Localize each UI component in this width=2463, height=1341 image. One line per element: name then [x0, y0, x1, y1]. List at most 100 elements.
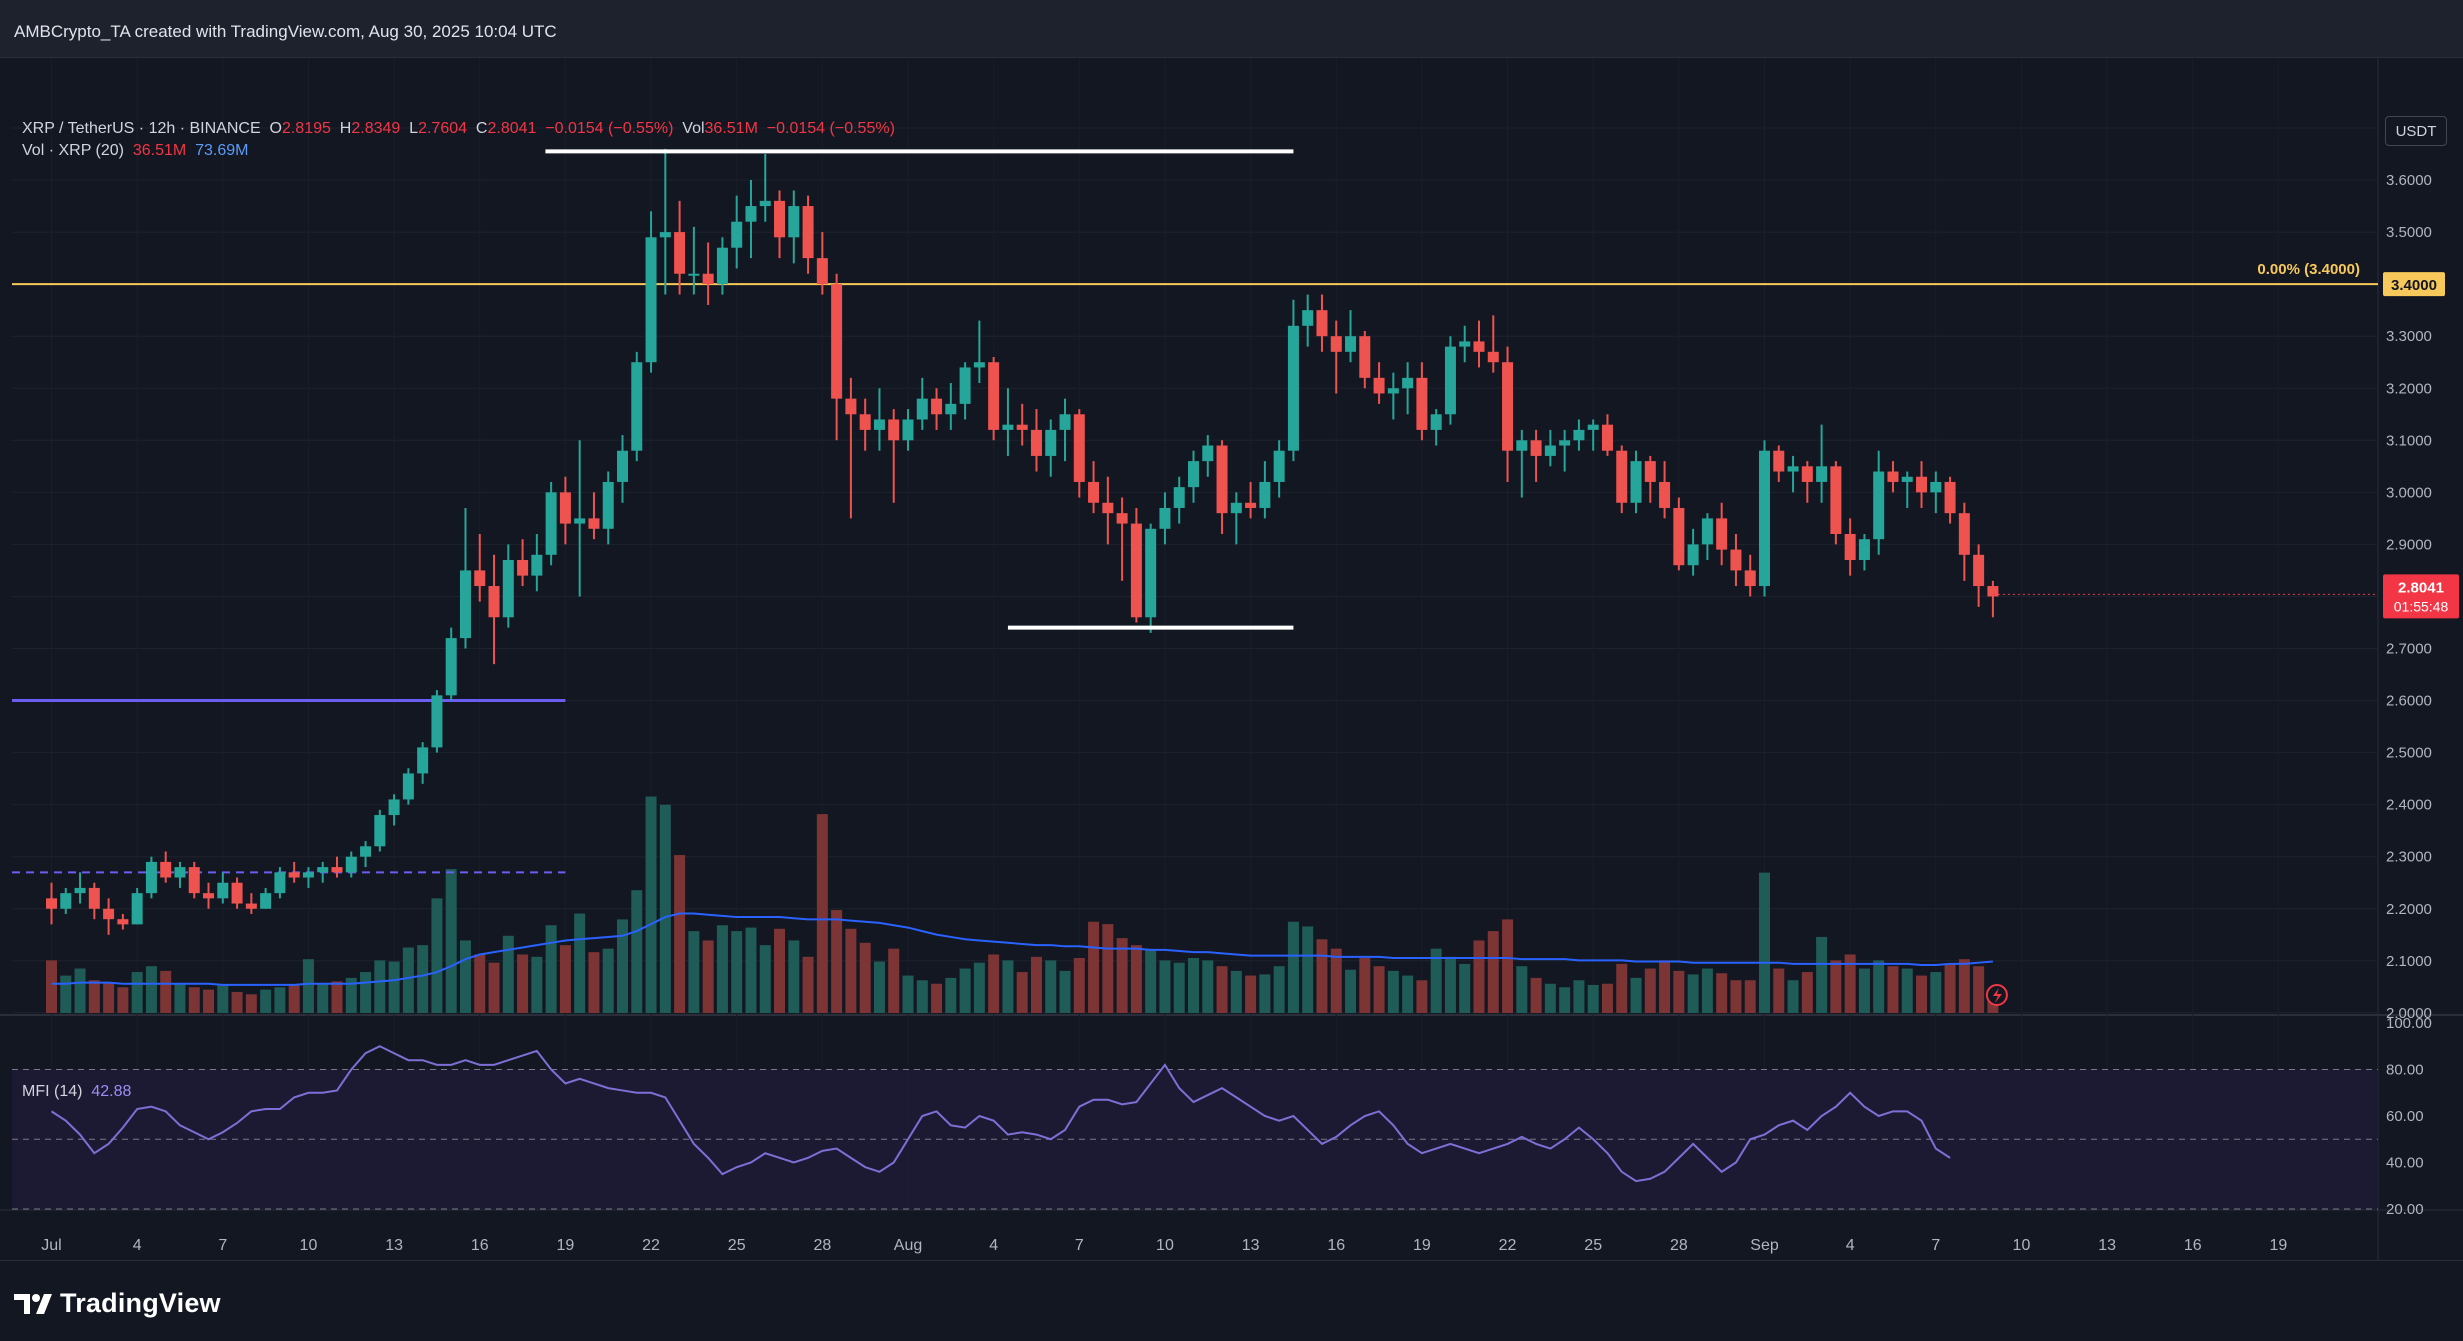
volume-bar [1601, 983, 1613, 1013]
volume-bar [1587, 984, 1599, 1013]
volume-bar [1816, 936, 1828, 1013]
volume-bar [1973, 966, 1985, 1013]
volume-bar [1873, 960, 1885, 1013]
candle-body [160, 861, 172, 878]
volume-bar [659, 804, 671, 1013]
candle-body [1073, 414, 1085, 482]
vol-value: 36.51M [704, 120, 758, 137]
candle-body [1088, 481, 1100, 503]
candle-body [1744, 570, 1756, 587]
candle-body [1130, 523, 1142, 618]
candle-body [916, 398, 928, 420]
price-chart[interactable]: 3.70003.60003.50003.40003.30003.20003.10… [0, 58, 2463, 1260]
bar-countdown-text: 01:55:48 [2394, 598, 2449, 614]
volume-bar [731, 931, 743, 1013]
time-tick-label: 13 [1242, 1237, 1260, 1254]
candle-body [1687, 544, 1699, 566]
candle-body [1273, 450, 1285, 482]
volume-bar [1045, 960, 1057, 1013]
volume-bar [1073, 958, 1085, 1013]
volume-bar [931, 983, 943, 1013]
volume-bar [502, 935, 514, 1013]
candle-body [1901, 476, 1913, 482]
candle-body [774, 200, 786, 238]
volume-bar [317, 983, 329, 1013]
candle-body [1801, 466, 1813, 482]
candle-body [1773, 450, 1785, 472]
candle-body [588, 518, 600, 529]
tradingview-wordmark: TradingView [60, 1288, 221, 1318]
volume-bar [873, 961, 885, 1013]
volume-bar [845, 928, 857, 1013]
candle-body [1858, 539, 1870, 561]
volume-bar [1116, 938, 1128, 1013]
volume-bar [1016, 972, 1028, 1013]
time-tick-label: 16 [2184, 1237, 2202, 1254]
candle-body [388, 799, 400, 816]
volume-bar [1259, 974, 1271, 1013]
volume-bar [1944, 963, 1956, 1013]
candle-body [1330, 336, 1342, 352]
candle-body [602, 481, 614, 529]
candle-body [245, 903, 257, 909]
volume-bar [831, 910, 843, 1013]
time-tick-label: 19 [1413, 1237, 1431, 1254]
volume-ma-line [51, 912, 1993, 986]
price-tick-label: 2.5000 [2386, 745, 2432, 762]
volume-bar [631, 890, 643, 1013]
volume-bar [1887, 966, 1899, 1013]
volume-bar [88, 980, 100, 1013]
candle-body [731, 221, 743, 248]
volume-bar [959, 968, 971, 1013]
price-tick-label: 2.1000 [2386, 953, 2432, 970]
volume-bar [1716, 973, 1728, 1013]
mfi-tick-label: 100.00 [2386, 1015, 2432, 1032]
candle-body [645, 237, 657, 363]
volume-bar [1359, 958, 1371, 1013]
volume-bar [1916, 975, 1928, 1013]
mfi-indicator-label[interactable]: MFI (14) [22, 1083, 83, 1100]
footer: TradingView [0, 1260, 2463, 1341]
candle-body [716, 247, 728, 285]
volume-bar [74, 968, 86, 1013]
candle-body [1930, 481, 1942, 493]
volume-bar [1487, 931, 1499, 1013]
volume-bar [1473, 940, 1485, 1013]
candle-body [1644, 461, 1656, 482]
candle-body [174, 867, 186, 878]
candle-body [1359, 336, 1371, 378]
volume-bar [1530, 977, 1542, 1013]
candle-body [1730, 549, 1742, 571]
volume-bar [1544, 983, 1556, 1013]
candle-body [902, 419, 914, 441]
candle-body [46, 898, 57, 909]
time-tick-label: 22 [1499, 1237, 1517, 1254]
volume-bar [688, 931, 700, 1013]
candle-body [1601, 424, 1613, 451]
mfi-indicator-value: 42.88 [91, 1083, 132, 1100]
time-tick-label: 4 [989, 1237, 998, 1254]
volume-bar [431, 898, 443, 1013]
volume-bar [231, 991, 243, 1013]
low-label: L [409, 120, 419, 137]
tradingview-logo[interactable]: TradingView [14, 1288, 221, 1319]
symbol-label[interactable]: XRP / TetherUS · 12h · BINANCE [22, 120, 261, 137]
candle-body [417, 747, 429, 774]
volume-bar [645, 796, 657, 1013]
volume-bar [1844, 954, 1856, 1013]
candle-body [1944, 481, 1956, 514]
mfi-tick-label: 40.00 [2386, 1155, 2424, 1172]
attribution-text: AMBCrypto_TA created with TradingView.co… [14, 22, 557, 41]
volume-bar [1958, 959, 1970, 1013]
candle-body [617, 450, 628, 482]
candle-body [745, 206, 757, 222]
high-value: 2.8349 [351, 120, 401, 137]
volume-indicator-label[interactable]: Vol · XRP (20) [22, 142, 124, 159]
currency-button[interactable]: USDT [2385, 116, 2447, 146]
volume-bar [1273, 966, 1285, 1013]
volume-bar [145, 966, 157, 1013]
open-value: 2.8195 [281, 120, 331, 137]
low-value: 2.7604 [418, 120, 468, 137]
chart-frame[interactable]: 3.70003.60003.50003.40003.30003.20003.10… [0, 58, 2463, 1260]
candle-body [1245, 502, 1257, 508]
